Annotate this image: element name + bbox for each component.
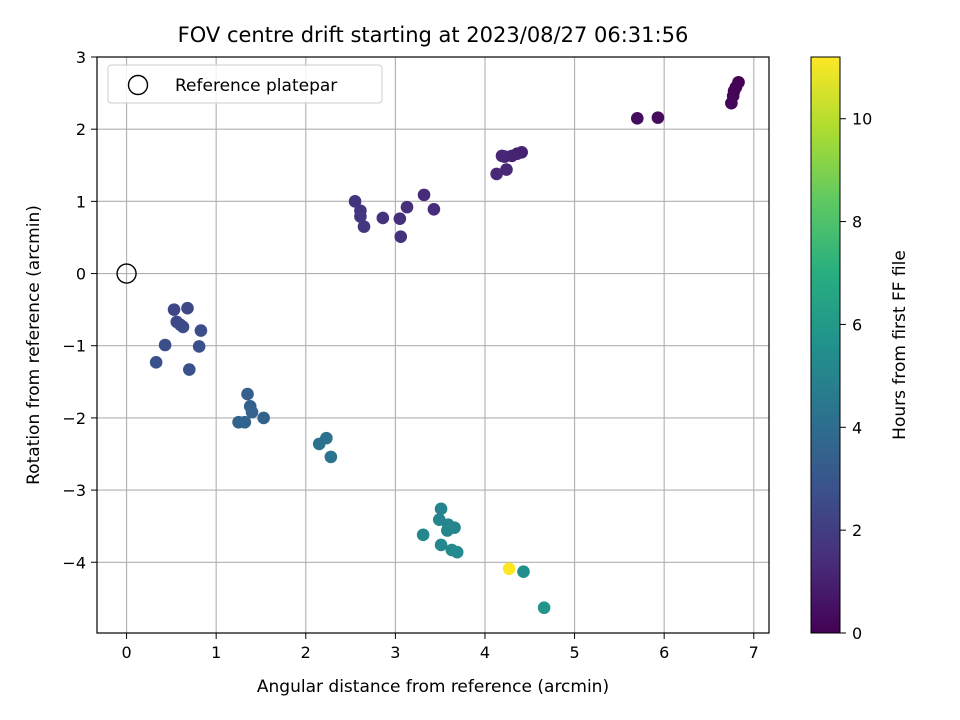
legend-reference-marker [127,74,149,96]
scatter-point [393,212,407,225]
y-tick-label: −4 [62,553,86,572]
colorbar-tick-label: 10 [852,110,872,129]
scatter-point [651,111,665,124]
colorbar-tick-label: 2 [852,521,862,540]
reference-layer [116,263,137,284]
plot-frame [96,56,770,634]
colorbar: 0 2 4 6 8 10 Hours from first FF file [810,56,910,643]
data-points [149,75,745,615]
colorbar-label: Hours from first FF file [890,250,910,440]
chart-title: FOV centre drift starting at 2023/08/27 … [178,23,689,47]
scatter-point [348,195,362,208]
scatter-point [194,324,208,337]
scatter-point [354,210,367,223]
scatter-point [376,211,390,225]
scatter-point [312,437,326,451]
scatter-point [434,538,448,552]
scatter-point [517,565,530,578]
scatter-point [394,230,408,244]
scatter-point [257,411,270,425]
scatter-point [149,356,163,369]
legend-box [107,64,383,104]
colorbar-tick-label: 4 [852,418,862,437]
scatter-point [434,502,448,516]
x-tick-label: 5 [569,643,579,662]
y-tick-label: 3 [76,48,86,67]
reference-platepar-marker [116,263,137,284]
scatter-point [238,415,252,429]
x-tick-label: 4 [480,643,490,662]
scatter-point [167,303,181,316]
y-axis-label: Rotation from reference (arcmin) [24,205,44,485]
scatter-point [357,220,371,233]
x-tick-label: 0 [121,643,131,662]
scatter-point [182,363,196,376]
x-tick-label: 2 [301,643,311,662]
scatter-point [400,200,414,214]
y-tick-label: −2 [62,409,86,428]
colorbar-tick-label: 0 [852,624,862,643]
x-axis-label: Angular distance from reference (arcmin) [257,677,609,697]
scatter-point [176,320,190,334]
scatter-point [495,149,509,163]
scatter-point [502,562,516,576]
grid-lines [97,56,769,633]
y-tick-label: −1 [62,337,86,356]
scatter-point [450,545,464,559]
scatter-point [324,450,338,464]
scatter-point [630,112,644,125]
scatter-point [427,203,441,216]
scatter-point [537,601,551,615]
y-tick-label: 2 [76,120,86,139]
scatter-point [158,338,172,352]
scatter-point [490,167,503,181]
colorbar-tick-label: 8 [852,213,862,232]
legend: Reference platepar [107,64,383,104]
x-tick-label: 6 [659,643,669,662]
y-tick-label: 0 [76,265,86,284]
scatter-point [500,163,513,176]
scatter-point [241,387,254,401]
scatter-point [417,188,431,202]
y-tick-label: −3 [62,481,86,500]
x-tick-label: 7 [749,643,759,662]
x-tick-label: 1 [211,643,221,662]
colorbar-gradient [810,56,841,634]
colorbar-tick-label: 6 [852,315,862,334]
legend-label: Reference platepar [175,76,337,96]
scatter-point [725,96,738,110]
y-tick-label: 1 [76,192,86,211]
scatter-point [416,528,430,542]
x-tick-label: 3 [390,643,400,662]
scatter-point [192,340,206,353]
scatter-point [245,405,259,419]
scatter-point [441,524,454,537]
colorbar-ticks: 0 2 4 6 8 10 [840,110,872,643]
scatter-point [181,301,194,315]
axis-ticks: 0 1 2 3 4 5 6 7 −4 −3 −2 −1 0 1 2 3 [62,48,758,662]
